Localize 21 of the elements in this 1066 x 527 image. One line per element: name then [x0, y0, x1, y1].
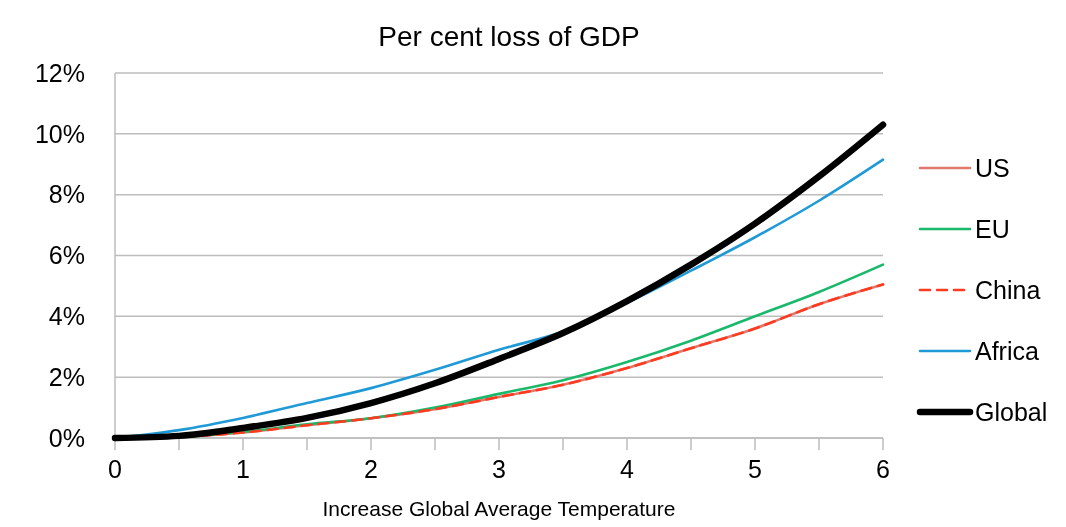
legend-label: EU [975, 214, 1010, 243]
x-tick-label: 4 [620, 455, 635, 483]
y-tick-label: 4% [48, 302, 85, 331]
chart-title: Per cent loss of GDP [378, 21, 640, 52]
y-tick-label: 8% [48, 180, 85, 209]
x-tick-label: 6 [876, 455, 890, 483]
y-tick-label: 6% [48, 241, 85, 270]
y-tick-label: 0% [48, 423, 85, 452]
x-tick-label: 5 [748, 455, 762, 483]
legend-label: Global [975, 397, 1048, 426]
y-tick-label: 10% [34, 119, 85, 148]
legend-label: China [975, 275, 1041, 304]
x-tick-label: 1 [236, 455, 250, 483]
legend-label: Africa [975, 336, 1039, 365]
y-tick-label: 2% [48, 362, 85, 391]
y-tick-label: 12% [34, 58, 85, 87]
x-tick-label: 2 [364, 455, 378, 483]
x-axis-title: Increase Global Average Temperature [322, 497, 676, 520]
x-tick-label: 3 [492, 455, 506, 483]
x-tick-label: 0 [108, 455, 122, 483]
legend-label: US [975, 153, 1010, 182]
